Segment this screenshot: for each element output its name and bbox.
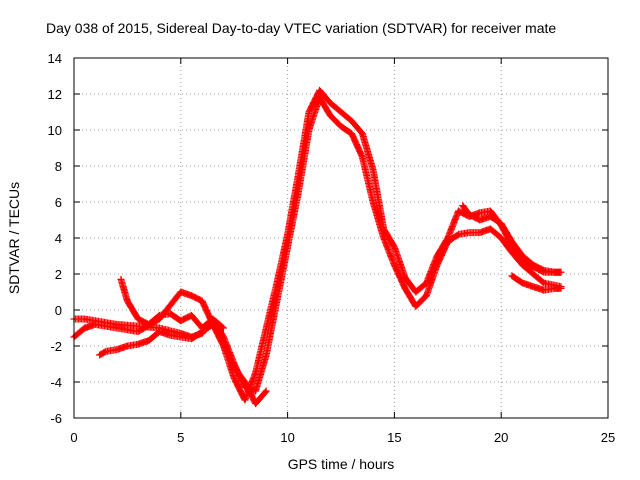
y-tick-label: 6 — [55, 195, 62, 210]
x-tick-label: 0 — [70, 430, 77, 445]
x-tick-label: 10 — [280, 430, 294, 445]
series-track-low-start — [96, 320, 270, 408]
x-tick-label: 5 — [177, 430, 184, 445]
y-tick-label: 10 — [48, 123, 62, 138]
y-tick-label: 4 — [55, 231, 62, 246]
y-tick-label: -4 — [50, 375, 62, 390]
x-tick-label: 15 — [387, 430, 401, 445]
x-tick-label: 25 — [601, 430, 615, 445]
y-tick-label: -2 — [50, 339, 62, 354]
y-tick-label: 8 — [55, 159, 62, 174]
y-tick-label: -6 — [50, 411, 62, 426]
series-markers-track-mid-start — [117, 275, 227, 332]
series-track-mid-start — [117, 275, 227, 332]
y-tick-label: 0 — [55, 303, 62, 318]
tick-labels: 0 5 10 15 20 25 -6 -4 -2 0 2 4 6 8 10 12 14 — [48, 51, 616, 445]
series-markers-track-late — [459, 202, 565, 276]
series-group — [70, 86, 565, 408]
y-tick-label: 14 — [48, 51, 62, 66]
y-axis-label: SDTVAR / TECUs — [6, 182, 22, 294]
plot-frame — [73, 57, 609, 419]
chart-title: Day 038 of 2015, Sidereal Day-to-day VTE… — [46, 20, 556, 36]
x-tick-label: 20 — [494, 430, 508, 445]
x-axis-label: GPS time / hours — [288, 456, 395, 472]
series-markers-track-low-start — [96, 320, 270, 408]
series-track-late-low — [508, 272, 565, 294]
y-tick-label: 2 — [55, 267, 62, 282]
series-markers-track-late-low — [508, 272, 565, 294]
y-tick-label: 12 — [48, 87, 62, 102]
series-track-late — [459, 202, 565, 276]
